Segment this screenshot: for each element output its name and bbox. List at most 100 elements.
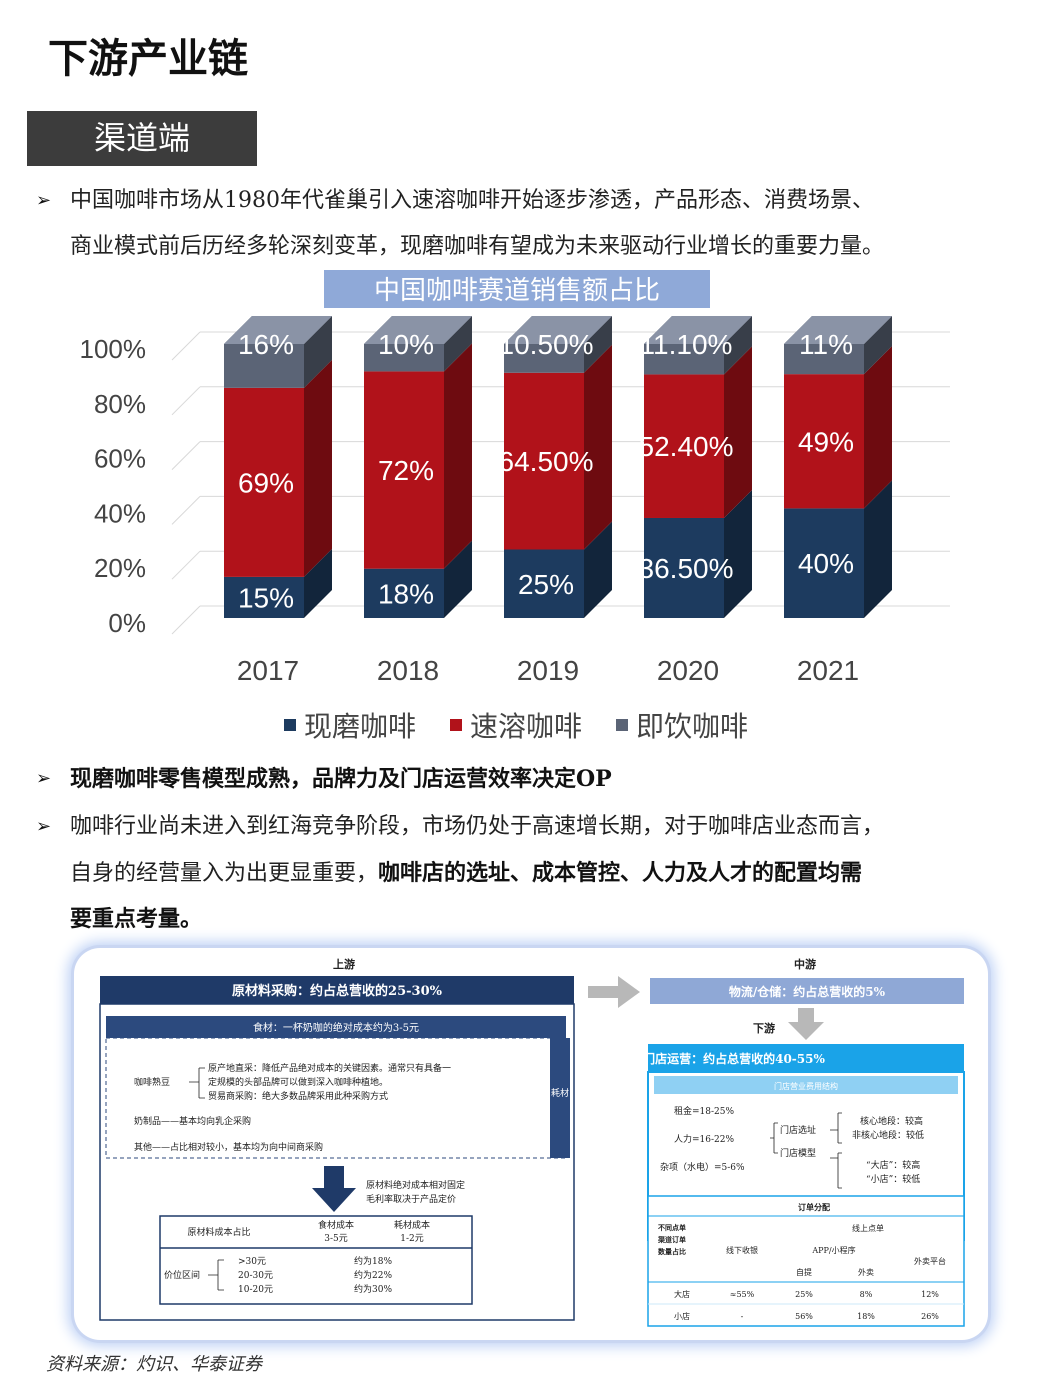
bullet-text-bold: 要重点考量。 bbox=[70, 906, 203, 932]
bar-side bbox=[444, 343, 472, 569]
data-label: 15% bbox=[238, 582, 294, 613]
data-label: 36.50% bbox=[639, 553, 734, 584]
bar-side bbox=[584, 521, 612, 618]
store-banner bbox=[648, 1044, 964, 1072]
chart-axes: 0% 20% 40% 60% 80% 100% 2017 2018 2019 2020 2021 bbox=[80, 334, 860, 686]
y-tick-label: 100% bbox=[80, 334, 147, 364]
grid-diagonal bbox=[171, 550, 201, 580]
cost-table bbox=[159, 1215, 473, 1305]
coffee-line-3: 贸易商采购：绝大多数品牌采用此种采购方式 bbox=[208, 1090, 388, 1102]
bar-side bbox=[444, 316, 472, 372]
data-label: 69% bbox=[238, 467, 294, 498]
stacked-bar-chart: 15% 69% 16% 18% 72% 10% 25% 64.50% 10.50% 36.50% 5… bbox=[80, 270, 950, 743]
order-platform: 外卖平台 bbox=[914, 1256, 946, 1266]
order-offline: 线下收银 bbox=[726, 1245, 758, 1255]
x-tick-label: 2018 bbox=[377, 655, 439, 686]
bar-front bbox=[644, 344, 724, 375]
data-label: 40% bbox=[798, 548, 854, 579]
grid-diagonal bbox=[171, 331, 201, 361]
right-arrow-icon bbox=[588, 976, 640, 1008]
legend-label: 现磨咖啡 bbox=[304, 710, 416, 743]
x-tick-label: 2020 bbox=[657, 655, 719, 686]
bar-side bbox=[444, 540, 472, 618]
chart-title-box bbox=[324, 270, 710, 308]
range-bracket bbox=[208, 1259, 224, 1291]
range-value: 20-30元 bbox=[238, 1271, 273, 1281]
coffee-bracket bbox=[189, 1067, 205, 1099]
upstream-side-tag bbox=[550, 1038, 570, 1158]
bar-front bbox=[644, 374, 724, 518]
order-rowlabel: 不同点单 bbox=[658, 1223, 686, 1232]
cost-note-1: 原材料绝对成本相对固定 bbox=[366, 1179, 465, 1191]
data-label: 49% bbox=[798, 426, 854, 457]
bar-side bbox=[864, 346, 892, 509]
bar-side bbox=[304, 548, 332, 618]
bar-front bbox=[224, 576, 304, 618]
order-cell: 25% bbox=[795, 1290, 813, 1299]
data-label: 25% bbox=[518, 569, 574, 600]
section-tag: 渠道端 bbox=[27, 111, 257, 166]
bar-front bbox=[364, 371, 444, 569]
order-rowlabel: 渠道订单 bbox=[657, 1235, 686, 1244]
cost-rent: 租金=18-25% bbox=[674, 1105, 734, 1117]
data-label: 10% bbox=[378, 329, 434, 360]
bar-side bbox=[724, 489, 752, 618]
order-cell: 56% bbox=[795, 1312, 813, 1321]
legend-label: 速溶咖啡 bbox=[470, 710, 582, 743]
bar-front bbox=[644, 517, 724, 618]
bar-top bbox=[224, 316, 332, 344]
order-app: APP/小程序 bbox=[811, 1245, 855, 1255]
bullet-text: 中国咖啡市场从1980年代雀巢引入速溶咖啡开始逐步渗透，产品形态、消费场景、 bbox=[70, 188, 874, 213]
dairy-line: 奶制品——基本均向乳企采购 bbox=[134, 1115, 251, 1127]
cost-labor: 人力=16-22% bbox=[674, 1133, 734, 1145]
y-tick-label: 60% bbox=[94, 444, 146, 474]
bar-side bbox=[724, 316, 752, 375]
bar-front bbox=[504, 549, 584, 618]
order-rowlabel: 数量占比 bbox=[658, 1247, 686, 1256]
ratio-value: 约为30% bbox=[354, 1283, 392, 1295]
mid-label: 门店模型 bbox=[780, 1147, 816, 1159]
bar-front bbox=[784, 508, 864, 618]
coffee-line-2: 定规模的头部品牌可以做到深入咖啡种植地。 bbox=[208, 1076, 388, 1088]
order-cell: 12% bbox=[921, 1290, 939, 1299]
bar-top bbox=[644, 316, 752, 344]
bar-front bbox=[504, 372, 584, 550]
bullet-arrow-icon: ➢ bbox=[36, 768, 52, 789]
other-line: 其他——占比相对较小，基本均为向中间商采购 bbox=[134, 1141, 323, 1153]
order-pickup: 自提 bbox=[796, 1267, 812, 1277]
chart-bars bbox=[224, 316, 892, 618]
bar-front bbox=[784, 374, 864, 509]
upstream-heading: 上游 bbox=[333, 957, 355, 971]
chart-title: 中国咖啡赛道销售额占比 bbox=[324, 270, 710, 308]
coffee-line-1: 原产地直采：降低产品绝对成本的关键因素。通常只有具备一 bbox=[208, 1062, 451, 1074]
data-label: 18% bbox=[378, 578, 434, 609]
bar-top bbox=[364, 316, 472, 344]
bar-top bbox=[504, 316, 612, 344]
chart-title-text: 中国咖啡赛道销售额占比 bbox=[374, 276, 660, 306]
data-label: 16% bbox=[238, 329, 294, 360]
bar-side bbox=[864, 480, 892, 618]
cost-table-header: 原材料成本占比 bbox=[187, 1226, 250, 1238]
store-sub-banner-text: 门店营业费用结构 bbox=[774, 1081, 838, 1091]
store-banner-text: 门店运营：约占总营收的40-55% bbox=[643, 1051, 825, 1066]
y-tick-label: 0% bbox=[108, 608, 146, 638]
bar-front bbox=[784, 344, 864, 375]
ratio-value: 约为22% bbox=[354, 1269, 392, 1281]
data-label: 11.10% bbox=[640, 329, 733, 360]
midstream-banner bbox=[650, 978, 964, 1004]
down-arrow-icon bbox=[312, 1166, 356, 1212]
cost-table-header: 耗材成本 bbox=[394, 1219, 430, 1231]
bullet-text-plain: 自身的经营量入为出更显重要， bbox=[70, 861, 379, 886]
small-store: “小店”：较低 bbox=[866, 1173, 920, 1185]
y-tick-label: 20% bbox=[94, 553, 146, 583]
bullet-arrow-icon: ➢ bbox=[36, 190, 52, 211]
store-sub-banner bbox=[654, 1076, 958, 1094]
loc-noncore: 非核心地段：较低 bbox=[852, 1129, 924, 1141]
model-bracket bbox=[830, 1152, 842, 1189]
chart-legend: 现磨咖啡 速溶咖啡 即饮咖啡 bbox=[284, 710, 748, 743]
data-label: 52.40% bbox=[639, 431, 734, 462]
range-value: 10-20元 bbox=[238, 1285, 273, 1295]
cost-table-header: 3-5元 bbox=[324, 1234, 348, 1244]
data-label: 10.50% bbox=[499, 329, 594, 360]
bullet-text: 咖啡行业尚未进入到红海竞争阶段，市场仍处于高速增长期，对于咖啡店业态而言， bbox=[70, 814, 885, 839]
